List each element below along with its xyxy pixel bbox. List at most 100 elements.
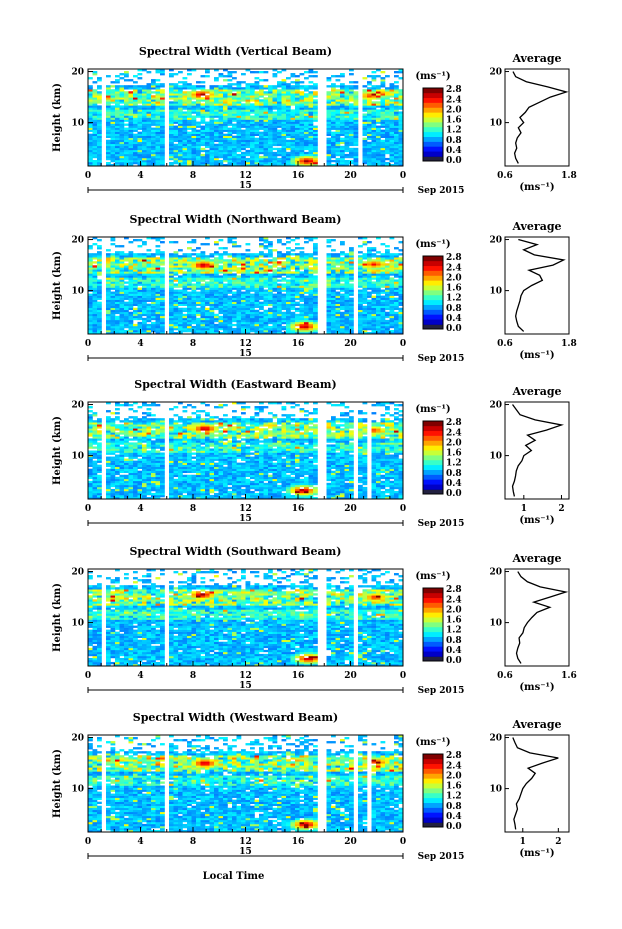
y-tick-label: 10	[71, 119, 84, 129]
panel-title: Spectral Width (Vertical Beam)	[139, 45, 332, 58]
average-x-label: (ms⁻¹)	[519, 515, 554, 526]
colorbar-tick-label: 0.8	[446, 304, 462, 314]
colorbar	[422, 587, 444, 662]
colorbar-tick-label: 2.8	[446, 253, 462, 263]
y-tick-label: 20	[71, 401, 84, 411]
colorbar-tick-label: 2.4	[446, 761, 462, 771]
colorbar-tick-label: 0.0	[446, 656, 462, 666]
x-tick-label: 0	[400, 339, 406, 349]
x-tick-label: 8	[190, 671, 196, 681]
average-x-tick-label: 1.8	[561, 171, 577, 181]
average-y-tick-label: 20	[489, 236, 502, 246]
average-frame	[504, 401, 570, 500]
panel-title: Spectral Width (Eastward Beam)	[134, 378, 336, 391]
average-x-tick-label: 1.6	[561, 671, 577, 681]
heatmap	[88, 402, 404, 500]
x-tick-label: 4	[137, 837, 143, 847]
average-x-tick-label: 1	[521, 504, 527, 514]
colorbar-tick-label: 2.0	[446, 438, 462, 448]
colorbar-tick-label: 1.2	[446, 294, 462, 304]
x-tick-label: 0	[400, 671, 406, 681]
x-tick-label: 0	[85, 339, 91, 349]
colorbar	[422, 753, 444, 828]
colorbar	[422, 420, 444, 495]
x-tick-label: 16	[292, 671, 305, 681]
average-x-label: (ms⁻¹)	[519, 848, 554, 859]
average-x-label: (ms⁻¹)	[519, 350, 554, 361]
y-axis-label: Height (km)	[52, 583, 63, 652]
colorbar-unit: (ms⁻¹)	[415, 571, 450, 582]
x-tick-label: 0	[400, 837, 406, 847]
colorbar-tick-label: 1.2	[446, 459, 462, 469]
x-tick-label: 8	[190, 339, 196, 349]
average-title: Average	[511, 718, 561, 731]
average-y-tick-label: 20	[489, 68, 502, 78]
colorbar-tick-label: 0.0	[446, 324, 462, 334]
x-tick-label: 0	[85, 671, 91, 681]
date-label: Sep 2015	[418, 686, 465, 696]
heatmap	[88, 735, 404, 833]
average-x-label: (ms⁻¹)	[519, 682, 554, 693]
x-tick-label: 12	[239, 671, 252, 681]
heatmap	[88, 237, 404, 335]
colorbar-tick-label: 2.8	[446, 751, 462, 761]
colorbar-tick-label: 2.4	[446, 595, 462, 605]
y-tick-label: 20	[71, 568, 84, 578]
colorbar-tick-label: 0.0	[446, 822, 462, 832]
average-y-tick-label: 10	[489, 119, 502, 129]
colorbar-tick-label: 0.4	[446, 314, 462, 324]
day-label: 15	[239, 514, 252, 524]
colorbar-tick-label: 0.4	[446, 812, 462, 822]
colorbar-tick-label: 1.6	[446, 616, 462, 626]
average-profile-line	[515, 238, 566, 332]
y-tick-label: 10	[71, 287, 84, 297]
panel-0: Spectral Width (Vertical Beam) 10 20 Height…	[52, 45, 577, 196]
colorbar-tick-label: 2.4	[446, 263, 462, 273]
y-tick-label: 10	[71, 619, 84, 629]
colorbar-tick-label: 0.8	[446, 636, 462, 646]
colorbar-tick-label: 2.8	[446, 418, 462, 428]
day-label: 15	[239, 349, 252, 359]
colorbar-tick-label: 2.0	[446, 605, 462, 615]
average-x-tick-label: 0.6	[497, 671, 513, 681]
day-label: 15	[239, 181, 252, 191]
x-tick-label: 16	[292, 339, 305, 349]
average-frame	[504, 734, 570, 833]
colorbar-tick-label: 0.4	[446, 146, 462, 156]
x-tick-label: 12	[239, 837, 252, 847]
x-tick-label: 20	[344, 837, 357, 847]
colorbar-unit: (ms⁻¹)	[415, 404, 450, 415]
x-tick-label: 8	[190, 504, 196, 514]
average-title: Average	[511, 385, 561, 398]
x-tick-label: 12	[239, 339, 252, 349]
x-tick-label: 0	[400, 171, 406, 181]
average-frame	[504, 568, 570, 667]
colorbar-unit: (ms⁻¹)	[415, 71, 450, 82]
colorbar-tick-label: 0.4	[446, 646, 462, 656]
y-axis-label: Height (km)	[52, 749, 63, 818]
colorbar-tick-label: 1.2	[446, 126, 462, 136]
average-frame	[504, 68, 570, 167]
x-tick-label: 20	[344, 671, 357, 681]
y-tick-label: 20	[71, 236, 84, 246]
date-label: Sep 2015	[418, 186, 465, 196]
average-x-tick-label: 1	[520, 837, 526, 847]
panel-2: Spectral Width (Eastward Beam)1020Height…	[52, 378, 570, 529]
average-x-label: (ms⁻¹)	[519, 182, 554, 193]
x-tick-label: 8	[190, 171, 196, 181]
y-tick-label: 20	[71, 734, 84, 744]
y-tick-label: 10	[71, 785, 84, 795]
x-tick-label: 4	[137, 504, 143, 514]
colorbar	[422, 87, 444, 162]
x-tick-label: 4	[137, 171, 143, 181]
y-axis-label: Height (km)	[52, 416, 63, 485]
day-label: 15	[239, 681, 252, 691]
date-label: Sep 2015	[418, 519, 465, 529]
y-axis-label: Height (km)	[52, 83, 63, 152]
average-y-tick-label: 10	[489, 619, 502, 629]
average-x-tick-label: 1.8	[561, 339, 577, 349]
average-x-tick-label: 0.6	[497, 339, 513, 349]
heatmap	[88, 69, 404, 167]
colorbar-tick-label: 1.6	[446, 449, 462, 459]
